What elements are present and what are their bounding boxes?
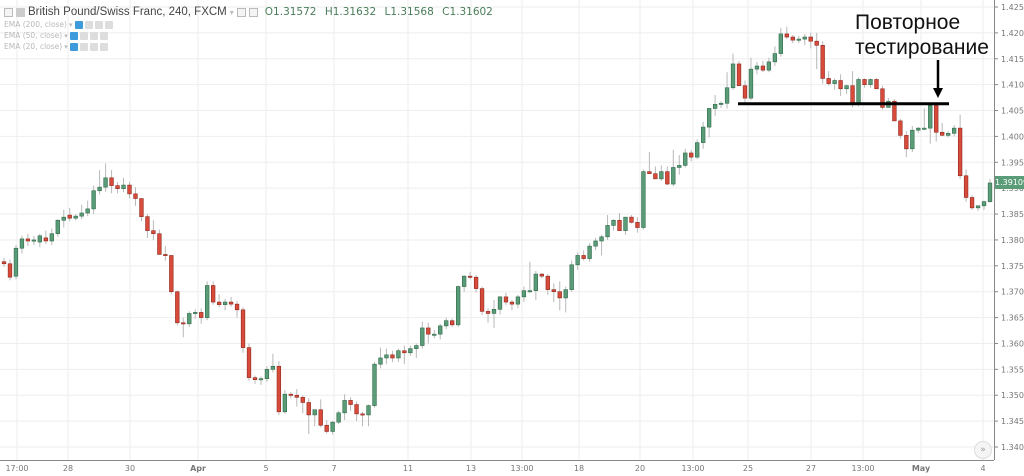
- time-tick-label: 17:00: [5, 464, 28, 473]
- price-tick-label: 1.35500: [1001, 365, 1024, 374]
- eye-icon[interactable]: [69, 42, 78, 51]
- annotation-line-1: Повторное: [855, 11, 961, 34]
- indicator-label[interactable]: EMA (20, close): [4, 42, 63, 51]
- collapse-icon[interactable]: [4, 7, 13, 17]
- chevron-down-icon[interactable]: ▾: [64, 31, 68, 40]
- time-tick-label: 13:00: [510, 464, 533, 473]
- time-tick-label: 20: [635, 464, 645, 473]
- open-value: O1.31572: [264, 6, 317, 18]
- settings-icon[interactable]: [79, 31, 88, 40]
- chevron-down-icon[interactable]: ▾: [64, 42, 68, 51]
- price-tick-label: 1.37500: [1001, 262, 1024, 271]
- price-tick-label: 1.39000: [1001, 184, 1024, 193]
- time-tick-label: 5: [263, 464, 268, 473]
- indicator-row-ema200[interactable]: EMA (200, close) ▾: [4, 19, 498, 30]
- scroll-to-realtime-button[interactable]: »: [974, 441, 992, 459]
- symbol-flag-icon: [16, 7, 25, 17]
- time-tick-label: 18: [574, 464, 584, 473]
- indicator-row-ema50[interactable]: EMA (50, close) ▾: [4, 30, 498, 41]
- time-tick-label: 28: [63, 464, 73, 473]
- settings-icon[interactable]: [84, 20, 93, 29]
- time-tick-label: May: [912, 464, 931, 473]
- retest-annotation: Повторное тестирование: [855, 10, 989, 60]
- add-icon[interactable]: [89, 31, 98, 40]
- last-price-label: 1.39109: [995, 175, 1024, 189]
- eye-icon[interactable]: [69, 31, 78, 40]
- price-tick-label: 1.34500: [1001, 417, 1024, 426]
- price-tick-label: 1.36000: [1001, 339, 1024, 348]
- indicator-row-ema20[interactable]: EMA (20, close) ▾: [4, 41, 498, 52]
- chevron-down-icon[interactable]: ▾: [229, 7, 234, 17]
- price-tick-label: 1.36500: [1001, 314, 1024, 323]
- add-icon[interactable]: [94, 20, 103, 29]
- high-value: H1.31632: [324, 6, 377, 18]
- chevron-down-icon[interactable]: ▾: [68, 20, 73, 29]
- price-tick-label: 1.38000: [1001, 236, 1024, 245]
- time-tick-label: 25: [743, 464, 753, 473]
- price-tick-label: 1.42000: [1001, 29, 1024, 38]
- price-tick-label: 1.41500: [1001, 55, 1024, 64]
- close-icon[interactable]: [99, 31, 108, 40]
- price-tick-label: 1.40500: [1001, 107, 1024, 116]
- indicator-label[interactable]: EMA (50, close): [4, 31, 63, 40]
- close-icon[interactable]: [99, 42, 108, 51]
- price-tick-label: 1.38500: [1001, 210, 1024, 219]
- time-tick-label: 13: [466, 464, 476, 473]
- chart-legend: British Pound/Swiss Franc, 240, FXCM ▾ O…: [4, 5, 498, 52]
- price-tick-label: 1.39500: [1001, 158, 1024, 167]
- add-icon[interactable]: [89, 42, 98, 51]
- time-tick-label: 27: [806, 464, 816, 473]
- annotation-overlay: [738, 60, 949, 106]
- ohlc-values: O1.31572 H1.31632 L1.31568 C1.31602: [265, 6, 498, 18]
- eye-icon[interactable]: [74, 20, 83, 29]
- candles: [1, 26, 993, 435]
- annotation-line-2: тестирование: [855, 36, 989, 59]
- symbol-title[interactable]: British Pound/Swiss Franc, 240, FXCM: [28, 6, 227, 18]
- low-value: L1.31568: [384, 6, 434, 18]
- settings-icon[interactable]: [248, 7, 258, 17]
- price-tick-label: 1.42500: [1001, 3, 1024, 12]
- settings-icon[interactable]: [79, 42, 88, 51]
- symbol-row: British Pound/Swiss Franc, 240, FXCM ▾ O…: [4, 5, 498, 19]
- indicator-label[interactable]: EMA (200, close): [4, 20, 67, 29]
- price-tick-label: 1.34000: [1001, 443, 1024, 452]
- close-icon[interactable]: [104, 20, 113, 29]
- time-tick-label: 13:00: [681, 464, 704, 473]
- chart-grid: [0, 0, 994, 460]
- time-tick-label: 13:00: [851, 464, 874, 473]
- time-tick-label: 7: [331, 464, 336, 473]
- time-tick-label: 4: [980, 464, 985, 473]
- arrow-down-icon: [933, 88, 943, 98]
- time-tick-label: 30: [125, 464, 135, 473]
- price-tick-label: 1.41000: [1001, 81, 1024, 90]
- price-tick-label: 1.40000: [1001, 132, 1024, 141]
- time-tick-label: Apr: [190, 464, 206, 473]
- price-tick-label: 1.35000: [1001, 391, 1024, 400]
- close-value: C1.31602: [442, 6, 493, 18]
- price-tick-label: 1.37000: [1001, 288, 1024, 297]
- eye-icon[interactable]: [236, 7, 246, 17]
- time-tick-label: 11: [403, 464, 413, 473]
